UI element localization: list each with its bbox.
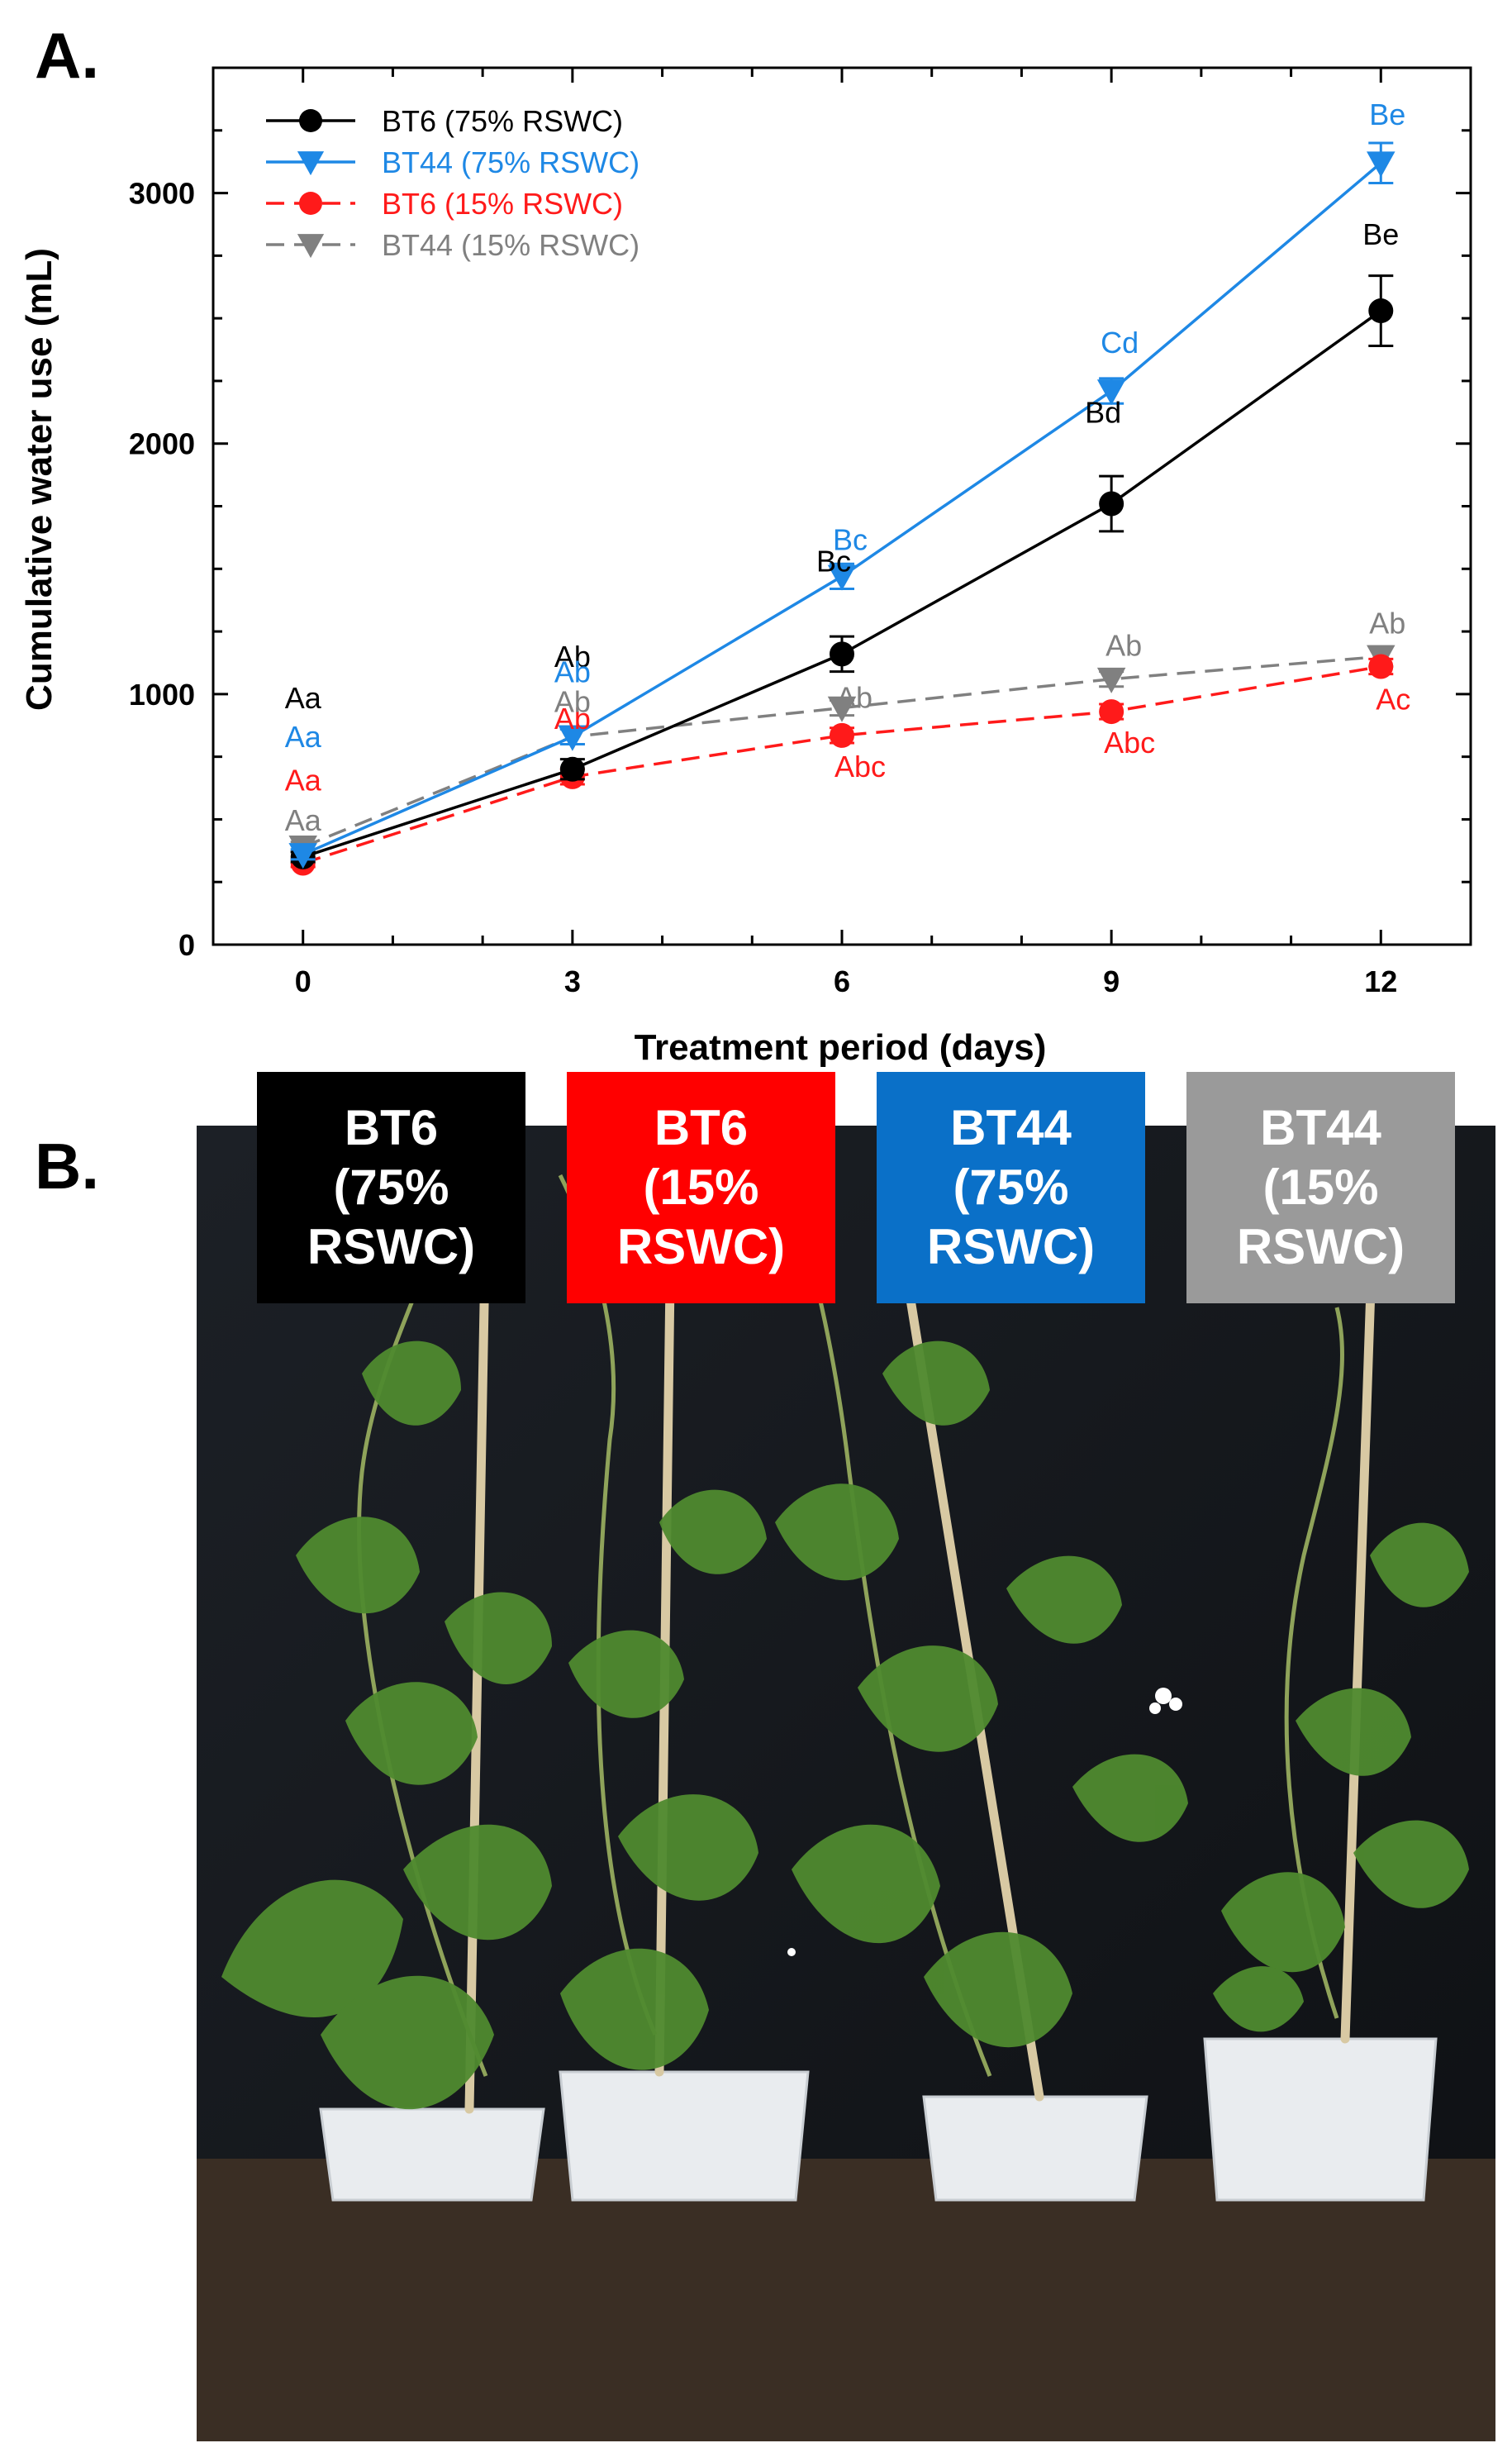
data-point: [827, 564, 857, 591]
significance-label: Ac: [1376, 683, 1410, 717]
photo-tag-line: RSWC): [926, 1219, 1096, 1274]
photo-tag-line: RSWC): [307, 1219, 476, 1274]
photo-tag-bt6-15: BT6 (15% RSWC): [567, 1072, 835, 1303]
data-point: [830, 722, 854, 748]
significance-label: Ab: [554, 702, 591, 736]
significance-label: Ab: [836, 681, 872, 715]
significance-label: Aa: [285, 763, 322, 797]
legend-label: BT44 (15% RSWC): [382, 228, 640, 262]
significance-label: Ab: [554, 655, 591, 688]
legend-label: BT6 (75% RSWC): [382, 104, 623, 138]
photo-tag-line: (75%: [953, 1160, 1069, 1215]
photo-tag-line: RSWC): [616, 1219, 786, 1274]
photo-tag-line: BT44: [950, 1100, 1072, 1155]
water-use-chart: 0 1000 2000 3000 0 3 6 9 12 Aa Ab Bc Bd Be Aa Ab Bc Cd Be…: [19, 66, 1472, 1068]
data-point: [830, 641, 854, 667]
photo-tag-line: BT6: [344, 1100, 439, 1155]
photo-tag-line: BT44: [1260, 1100, 1381, 1155]
data-point: [827, 696, 857, 722]
y-axis-label: Cumulative water use (mL): [19, 248, 59, 711]
significance-label: Aa: [285, 720, 322, 754]
significance-label: Aa: [285, 803, 322, 837]
x-tick-label: 3: [564, 964, 581, 998]
photo-tag-bt44-15: BT44 (15% RSWC): [1186, 1072, 1455, 1303]
significance-label: Abc: [834, 750, 886, 783]
photo-tag-line: (75%: [333, 1160, 449, 1215]
significance-label: Be: [1362, 217, 1399, 251]
x-tick-label: 12: [1364, 964, 1397, 998]
data-point: [1099, 491, 1124, 517]
significance-label: Ab: [554, 684, 591, 718]
significance-label: Be: [1369, 98, 1405, 131]
data-point: [559, 756, 585, 782]
photo-tag-bt6-75: BT6 (75% RSWC): [257, 1072, 525, 1303]
photo-tag-line: (15%: [643, 1160, 759, 1215]
legend-label: BT44 (75% RSWC): [382, 145, 640, 179]
significance-label: Abc: [1104, 726, 1155, 760]
significance-label: Bc: [816, 544, 851, 578]
photo-tag-line: BT6: [654, 1100, 749, 1155]
chart-axes: 0 1000 2000 3000 0 3 6 9 12: [129, 66, 1472, 998]
significance-label: Ab: [1105, 629, 1142, 663]
legend-marker: [297, 151, 325, 176]
legend-label: BT6 (15% RSWC): [382, 187, 623, 221]
x-axis-label: Treatment period (days): [635, 1027, 1047, 1068]
significance-label: Cd: [1101, 326, 1139, 360]
data-point: [1367, 151, 1396, 178]
data-point: [1096, 667, 1126, 693]
y-tick-label: 2000: [129, 427, 195, 461]
y-tick-label: 1000: [129, 678, 195, 712]
significance-label: Ab: [1369, 606, 1405, 640]
legend-marker: [299, 109, 322, 132]
series-1: [288, 141, 1396, 869]
significance-label: Bc: [833, 522, 868, 556]
chart-series: [288, 141, 1396, 876]
photo-tag-bt44-75: BT44 (75% RSWC): [877, 1072, 1145, 1303]
plant-illustration: [197, 1126, 1495, 2441]
significance-label: Bd: [1085, 395, 1121, 429]
significance-label: Aa: [285, 681, 322, 715]
plant-photo: [197, 1126, 1495, 2441]
data-point: [288, 843, 317, 869]
chart-legend: BT6 (75% RSWC) BT44 (75% RSWC) BT6 (15% RS…: [266, 104, 640, 262]
y-tick-label: 3000: [129, 177, 195, 211]
x-tick-label: 0: [295, 964, 311, 998]
y-tick-label: 0: [178, 928, 195, 962]
photo-tag-line: (15%: [1262, 1160, 1379, 1215]
legend-marker: [297, 234, 325, 259]
x-tick-label: 6: [834, 964, 850, 998]
legend-marker: [299, 192, 322, 215]
panel-a-label: A.: [35, 19, 99, 92]
data-point: [1096, 379, 1126, 406]
data-point: [1099, 699, 1124, 725]
data-point: [1368, 654, 1394, 679]
photo-tag-line: RSWC): [1236, 1219, 1405, 1274]
data-point: [558, 725, 587, 751]
panel-b-label: B.: [35, 1130, 99, 1202]
x-tick-label: 9: [1103, 964, 1120, 998]
data-point: [1368, 298, 1394, 324]
significance-label: Ab: [554, 640, 591, 674]
